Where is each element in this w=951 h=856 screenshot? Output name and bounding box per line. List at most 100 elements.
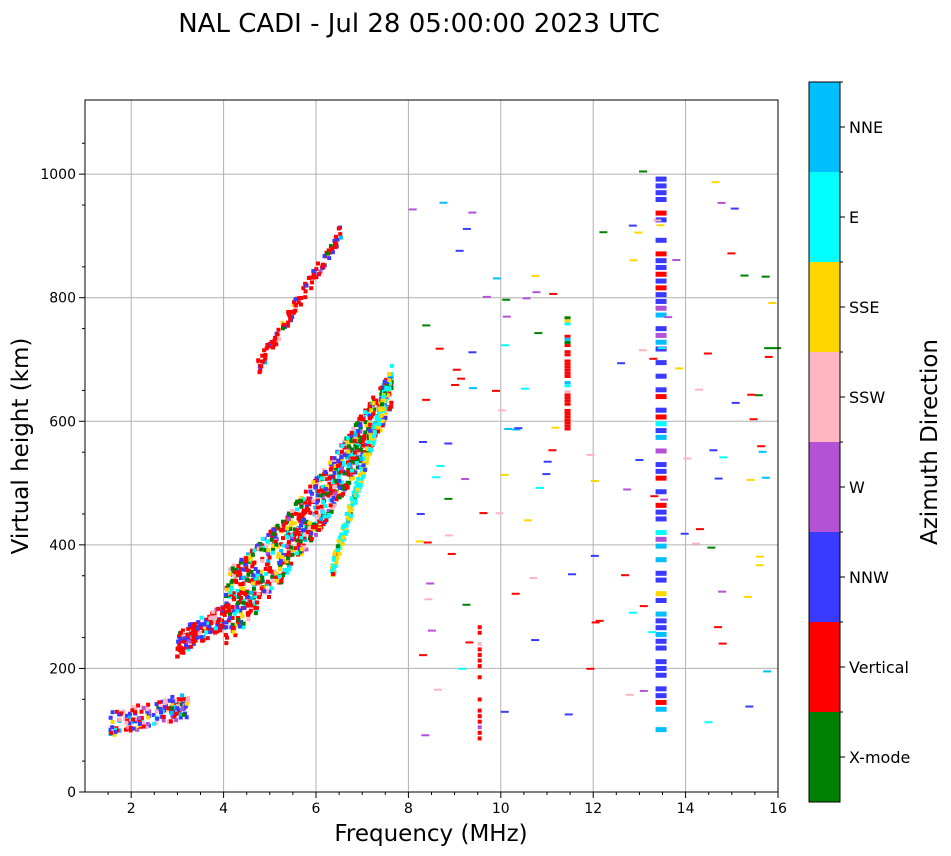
- echo-point: [320, 262, 325, 267]
- echo-point: [461, 478, 470, 481]
- echo-point: [564, 319, 571, 323]
- echo-point: [245, 611, 250, 616]
- echo-point: [174, 718, 179, 723]
- x-tick-label: 10: [492, 801, 510, 817]
- echo-point: [162, 698, 167, 703]
- echo-point: [180, 646, 185, 651]
- echo-point: [354, 493, 359, 498]
- echo-point: [117, 728, 122, 733]
- echo-point: [346, 472, 351, 477]
- echo-point: [649, 357, 658, 360]
- echo-point: [130, 708, 135, 713]
- echo-point: [231, 629, 236, 634]
- echo-point: [241, 625, 246, 630]
- echo-point: [359, 457, 364, 462]
- echo-point: [629, 259, 638, 262]
- echo-point: [674, 367, 683, 370]
- echo-point: [275, 332, 280, 337]
- echo-point: [368, 404, 373, 409]
- echo-point: [379, 402, 384, 407]
- echo-point: [304, 504, 309, 509]
- echo-point: [232, 611, 237, 616]
- echo-point: [262, 589, 267, 594]
- echo-point: [297, 512, 302, 517]
- echo-point: [375, 425, 380, 430]
- echo-point: [564, 427, 571, 431]
- echo-point: [343, 523, 348, 528]
- echo-point: [316, 261, 321, 266]
- echo-point: [271, 529, 276, 534]
- echo-point: [299, 523, 304, 528]
- echo-point: [286, 511, 291, 516]
- echo-point: [426, 582, 435, 585]
- echo-point: [655, 509, 667, 515]
- echo-point: [314, 275, 319, 280]
- echo-point: [152, 721, 157, 726]
- echo-point: [238, 596, 243, 601]
- echo-point: [500, 473, 509, 476]
- echo-point: [268, 530, 273, 535]
- colorbar-label: X-mode: [849, 748, 910, 767]
- echo-point: [336, 474, 341, 479]
- echo-point: [548, 449, 557, 452]
- echo-point: [590, 554, 599, 557]
- echo-point: [191, 628, 196, 633]
- echo-point: [655, 475, 667, 481]
- echo-point: [377, 422, 382, 427]
- echo-point: [372, 429, 377, 434]
- echo-point: [477, 630, 482, 635]
- echo-point: [207, 624, 212, 629]
- echo-point: [238, 608, 243, 613]
- echo-point: [432, 476, 441, 479]
- echo-point: [290, 315, 295, 320]
- echo-point: [281, 322, 286, 327]
- echo-point: [280, 519, 285, 524]
- echo-point: [284, 544, 289, 549]
- echo-point: [322, 484, 327, 489]
- echo-point: [564, 421, 571, 425]
- echo-point: [747, 393, 756, 396]
- echo-point: [330, 498, 335, 503]
- echo-point: [236, 595, 241, 600]
- echo-point: [316, 498, 321, 503]
- echo-point: [267, 581, 272, 586]
- x-tick-label: 2: [127, 801, 136, 817]
- echo-point: [655, 421, 667, 427]
- echo-point: [363, 452, 368, 457]
- echo-point: [343, 531, 348, 536]
- echo-point: [281, 523, 286, 528]
- echo-point: [154, 721, 159, 726]
- echo-point: [356, 451, 361, 456]
- echo-point: [123, 716, 128, 721]
- echo-point: [364, 460, 369, 465]
- echo-point: [371, 395, 376, 400]
- echo-point: [353, 488, 358, 493]
- echo-point: [353, 432, 358, 437]
- echo-point: [348, 514, 353, 519]
- echo-point: [623, 488, 632, 491]
- echo-point: [239, 619, 244, 624]
- echo-point: [260, 353, 265, 358]
- echo-point: [655, 394, 667, 400]
- echo-point: [250, 564, 255, 569]
- echo-point: [341, 491, 346, 496]
- echo-point: [341, 460, 346, 465]
- echo-point: [233, 567, 238, 572]
- echo-point: [727, 252, 736, 255]
- echo-point: [178, 637, 183, 642]
- echo-point: [292, 527, 297, 532]
- echo-point: [331, 462, 336, 467]
- echo-point: [634, 231, 643, 234]
- echo-point: [366, 440, 371, 445]
- echo-point: [321, 522, 326, 527]
- echo-point: [458, 667, 467, 670]
- echo-point: [655, 448, 667, 454]
- echo-point: [653, 219, 662, 222]
- echo-point: [260, 543, 265, 548]
- echo-point: [755, 564, 764, 567]
- echo-point: [288, 553, 293, 558]
- echo-point: [655, 699, 667, 705]
- echo-point: [299, 536, 304, 541]
- echo-point: [177, 648, 182, 653]
- echo-point: [197, 631, 202, 636]
